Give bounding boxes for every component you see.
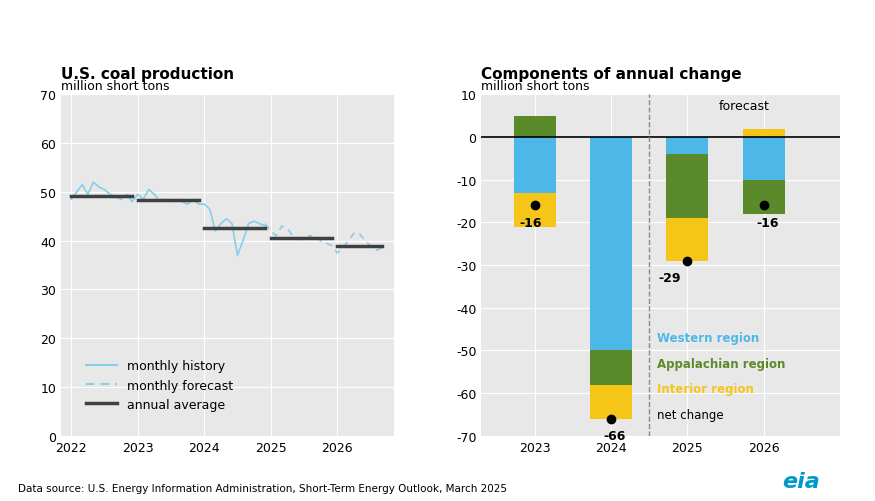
Text: U.S. coal production: U.S. coal production	[61, 67, 234, 82]
Bar	[514, 138, 556, 193]
Text: -16: -16	[756, 216, 779, 229]
Text: Western region: Western region	[657, 332, 759, 344]
Text: eia: eia	[781, 471, 820, 491]
Bar	[590, 385, 632, 419]
Bar	[667, 218, 709, 262]
Bar	[514, 116, 556, 138]
Text: Data source: U.S. Energy Information Administration, Short-Term Energy Outlook, : Data source: U.S. Energy Information Adm…	[18, 483, 507, 493]
Text: -16: -16	[520, 216, 542, 229]
Bar	[667, 138, 709, 155]
Text: Components of annual change: Components of annual change	[481, 67, 742, 82]
Text: net change: net change	[657, 408, 724, 421]
Text: -29: -29	[659, 272, 682, 285]
Bar	[590, 138, 632, 351]
Bar	[667, 155, 709, 218]
Bar	[590, 351, 632, 385]
Bar	[514, 193, 556, 227]
Text: forecast: forecast	[719, 99, 770, 112]
Bar	[743, 180, 785, 214]
Text: Appalachian region: Appalachian region	[657, 357, 785, 370]
Text: million short tons: million short tons	[61, 80, 170, 93]
Text: -66: -66	[604, 429, 626, 442]
Legend: monthly history, monthly forecast, annual average: monthly history, monthly forecast, annua…	[80, 355, 238, 416]
Text: million short tons: million short tons	[481, 80, 590, 93]
Bar	[743, 129, 785, 138]
Text: Interior region: Interior region	[657, 383, 753, 395]
Bar	[743, 138, 785, 180]
